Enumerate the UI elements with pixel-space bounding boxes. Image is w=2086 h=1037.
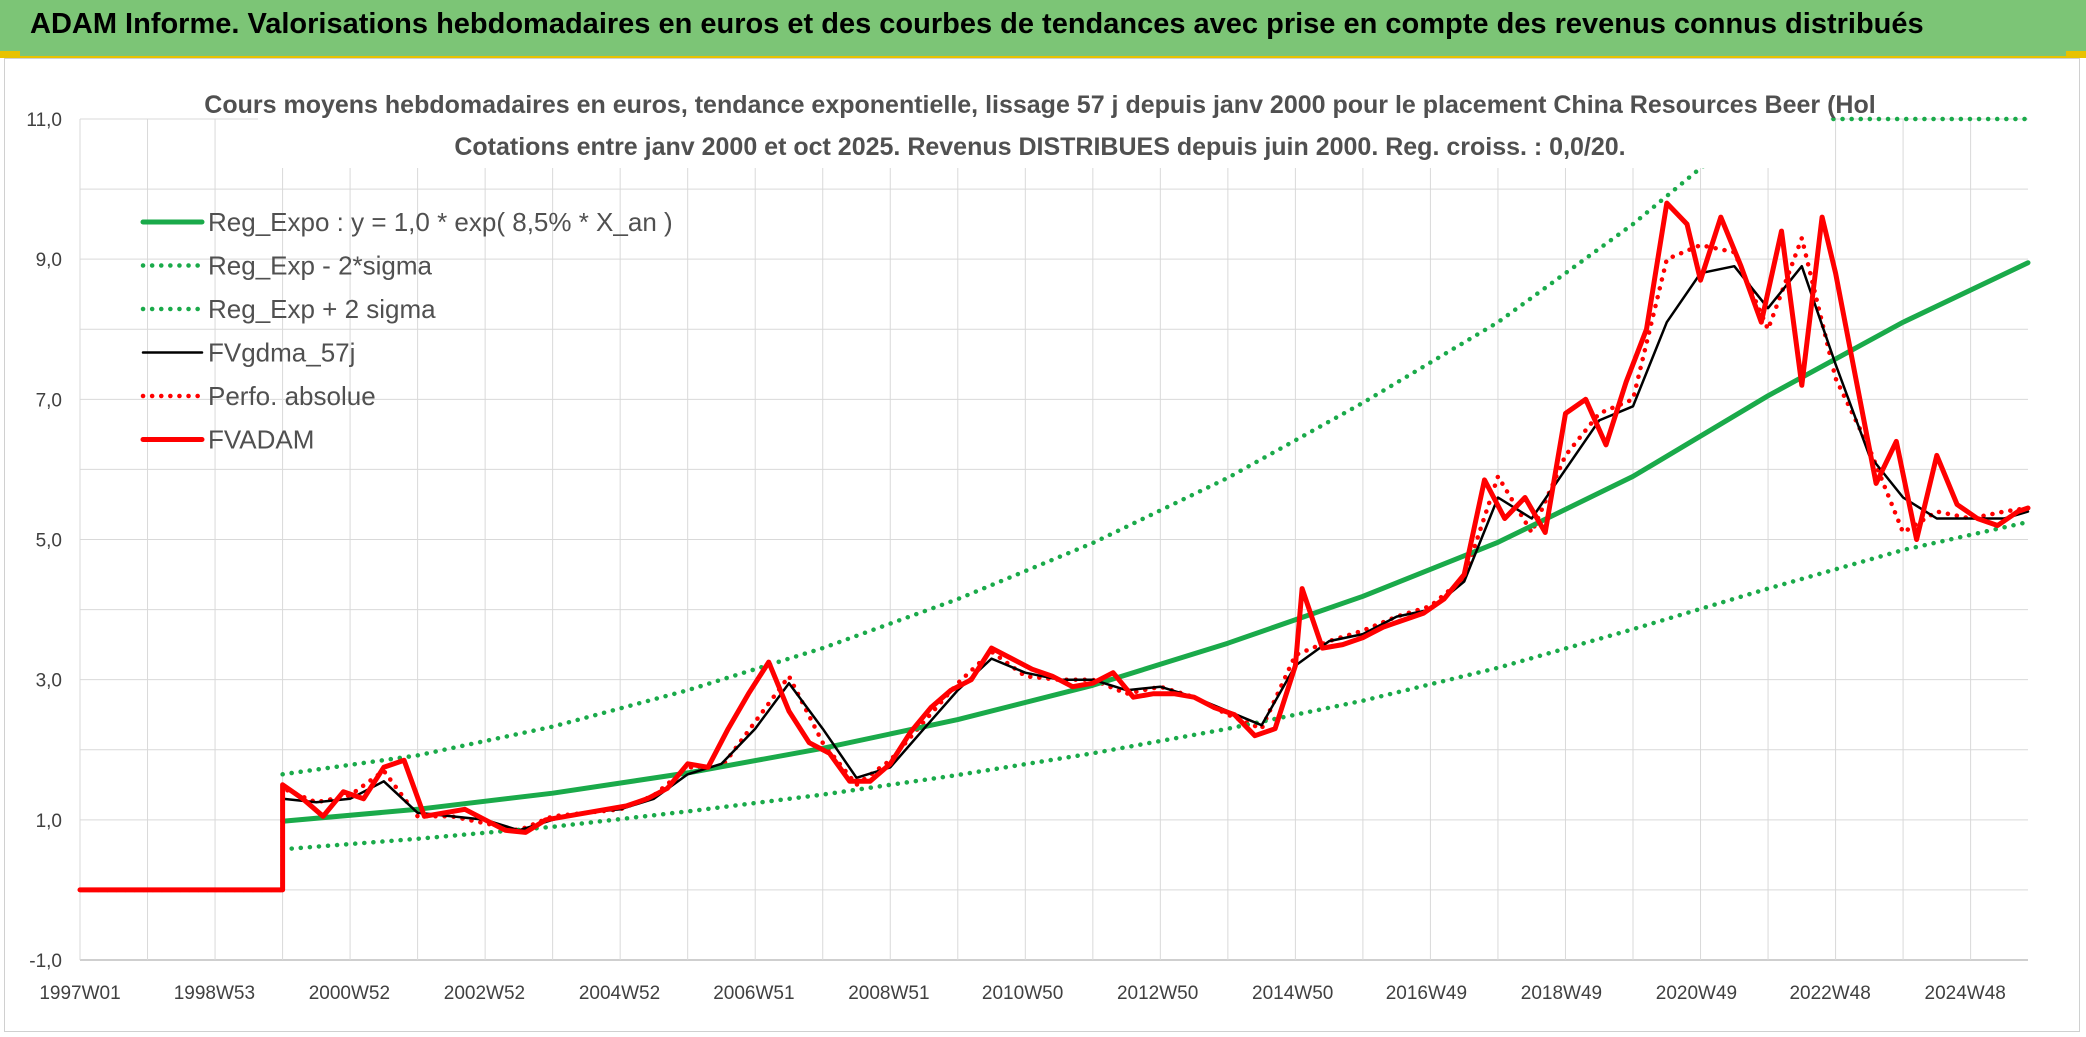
series-line-4 [77,235,2031,893]
page-title: ADAM Informe. Valorisations hebdomadaire… [30,8,1924,40]
y-tick-label: -1,0 [29,951,62,972]
x-tick-label: 2012W50 [1117,983,1198,1004]
x-tick-label: 2022W48 [1789,983,1870,1004]
x-tick-label: 2002W52 [444,983,525,1004]
y-tick-label: 5,0 [36,531,62,552]
legend: Reg_Expo : y = 1,0 * exp( 8,5% * X_an ) R… [140,207,673,455]
x-axis-ticks: 1997W01 1998W53 2000W52 2002W52 2004W52 2006W… [39,983,2006,1004]
x-tick-label: 1997W01 [39,983,120,1004]
x-tick-label: 2018W49 [1521,983,1602,1004]
series-line-1 [280,519,2031,852]
series-line-3 [281,264,2030,832]
corner-accent-left [0,51,20,58]
y-tick-label: 9,0 [36,250,62,271]
y-axis-ticks: 11,0 9,0 7,0 5,0 3,0 1,0 -1,0 [26,110,62,972]
title-background [258,82,1830,168]
horizontal-gridlines [80,118,2028,961]
series-line-0 [280,260,2031,824]
y-tick-label: 7,0 [36,390,62,411]
chart-title-line1: Cours moyens hebdomadaires en euros, ten… [204,91,1875,119]
x-tick-label: 2016W49 [1386,983,1467,1004]
corner-accent-right [2066,51,2086,58]
x-tick-label: 2000W52 [309,983,390,1004]
x-tick-label: 2014W50 [1252,983,1333,1004]
header-banner: ADAM Informe. Valorisations hebdomadaire… [0,0,2086,58]
legend-label: FVgdma_57j [208,338,355,368]
legend-label: Reg_Expo : y = 1,0 * exp( 8,5% * X_an ) [208,207,673,237]
legend-label: Reg_Exp + 2 sigma [208,294,436,324]
chart-frame [4,58,2080,1032]
x-tick-label: 2024W48 [1925,983,2006,1004]
legend-label: Perfo. absolue [208,381,376,411]
x-tick-label: 2008W51 [848,983,929,1004]
vertical-gridlines [79,119,1972,960]
x-tick-label: 2004W52 [579,983,660,1004]
legend-label: Reg_Exp - 2*sigma [208,251,433,281]
y-tick-label: 1,0 [36,811,62,832]
x-tick-label: 2020W49 [1656,983,1737,1004]
chart-title-line2: Cotations entre janv 2000 et oct 2025. R… [454,133,1625,161]
legend-label: FVADAM [208,425,314,455]
x-tick-label: 2006W51 [713,983,794,1004]
series-line-5 [77,200,2031,893]
y-tick-label: 11,0 [26,110,62,131]
x-tick-label: 2010W50 [982,983,1063,1004]
y-tick-label: 3,0 [36,671,62,692]
x-tick-label: 1998W53 [174,983,255,1004]
